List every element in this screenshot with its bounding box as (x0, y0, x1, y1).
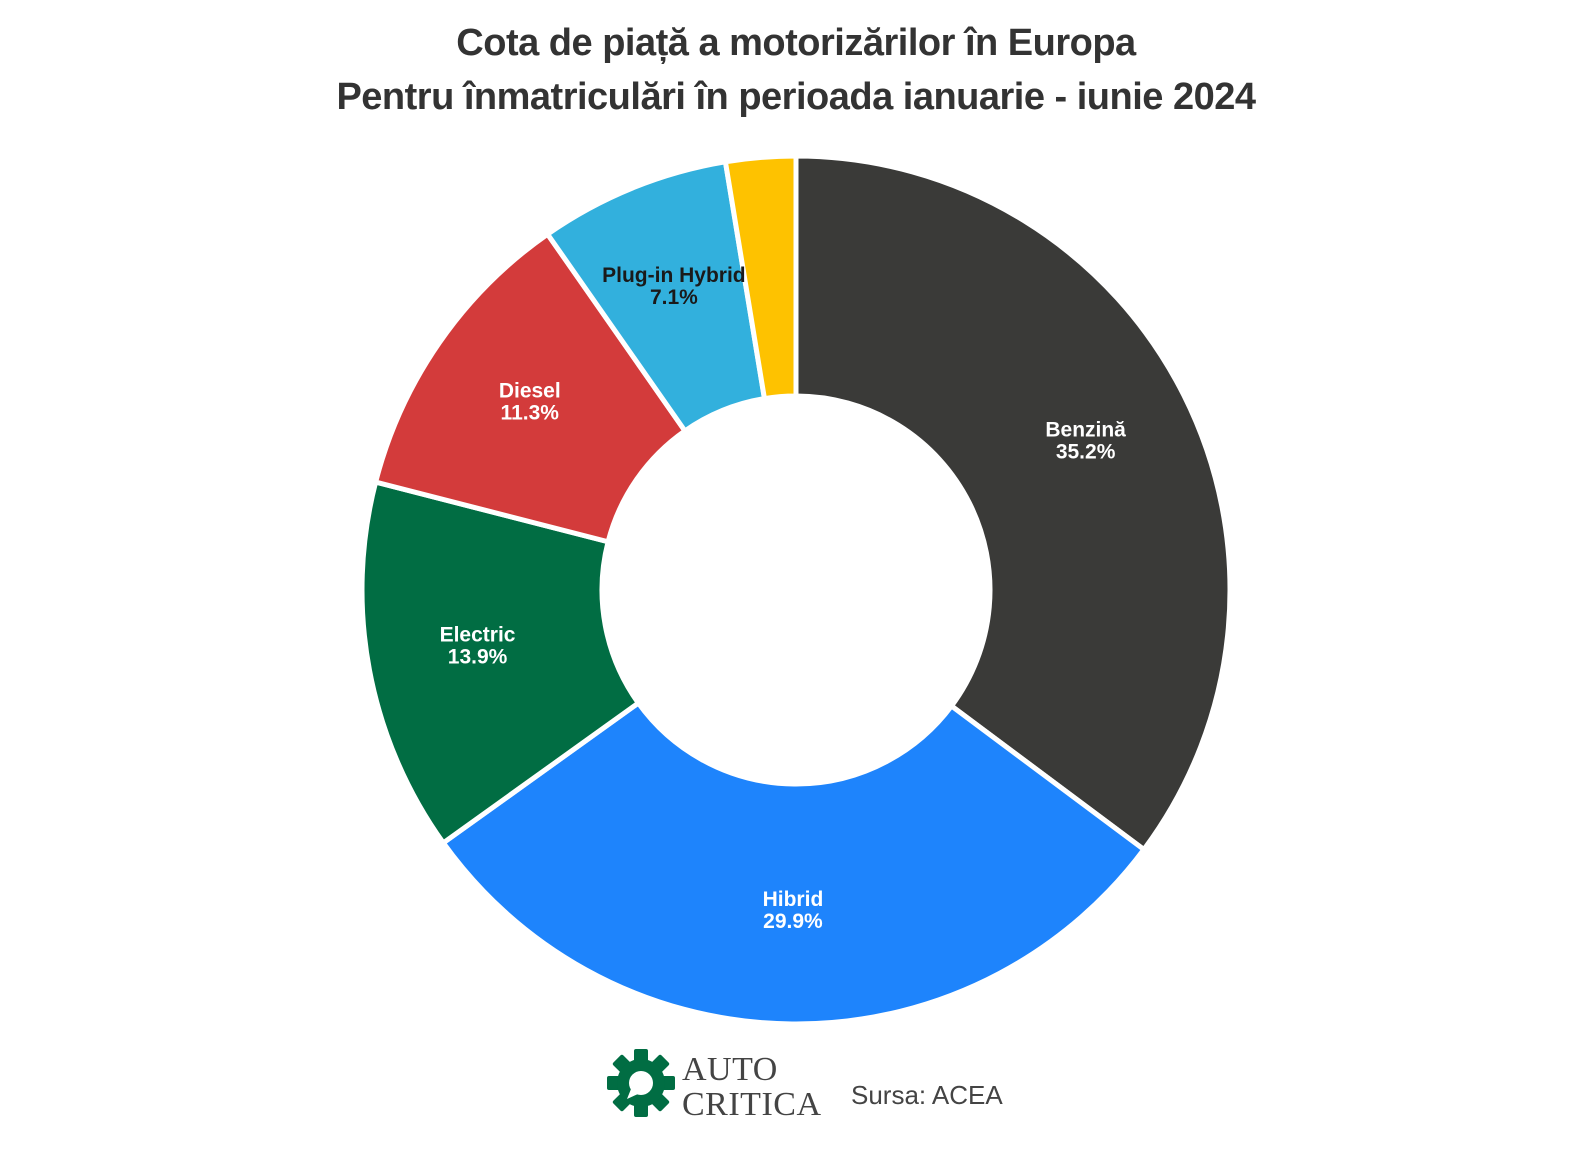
logo-line-auto: AUTO (682, 1051, 778, 1088)
slice-label-name: Plug-in Hybrid (602, 264, 746, 287)
donut-slices (359, 153, 1233, 1027)
slice-label-value: 35.2% (1056, 441, 1116, 464)
slice-hibrid (440, 700, 1147, 1027)
slice-label-value: 7.1% (650, 286, 698, 309)
slice-label-value: 13.9% (448, 646, 508, 669)
source-note: Sursa: ACEA (851, 1080, 1003, 1110)
slice-label-name: Hibrid (763, 888, 824, 911)
slice-label-value: 11.3% (501, 401, 560, 424)
chart-subtitle: Pentru înmatriculări în perioada ianuari… (336, 76, 1256, 118)
slice-electric (359, 479, 641, 846)
chart-title: Cota de piață a motorizărilor în Europa (456, 22, 1136, 64)
slice-other (722, 153, 799, 402)
slice-label-name: Diesel (499, 379, 561, 402)
slice-label-value: 29.9% (763, 910, 823, 933)
gear-icon (607, 1049, 675, 1117)
slice-benzin- (793, 153, 1233, 852)
slice-diesel (373, 231, 688, 545)
slice-label-name: Benzină (1045, 419, 1126, 442)
logo-wordmark: AUTO CRITICA (682, 1052, 822, 1122)
logo-line-critica: CRITICA (682, 1086, 822, 1123)
slice-label-name: Electric (440, 624, 516, 647)
